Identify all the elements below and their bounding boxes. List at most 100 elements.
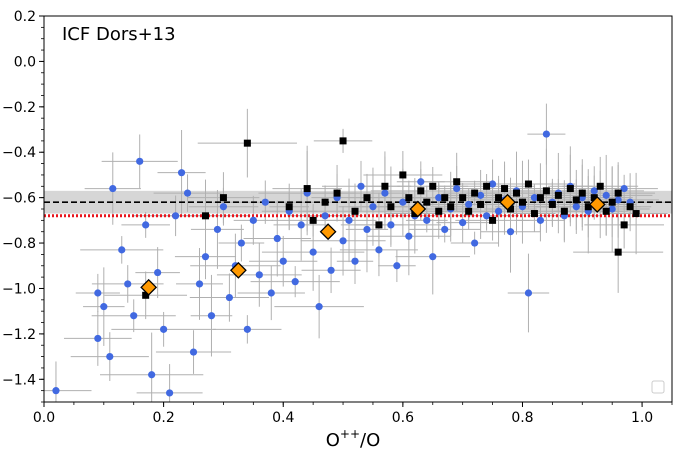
data-point	[423, 198, 431, 206]
data-point	[369, 203, 377, 211]
data-point	[177, 169, 186, 177]
data-point	[405, 232, 413, 240]
data-point	[94, 289, 102, 297]
data-point	[435, 207, 443, 215]
data-point	[620, 184, 628, 193]
data-point	[477, 191, 485, 199]
data-point	[429, 253, 437, 261]
data-point	[118, 246, 126, 254]
data-point	[171, 212, 180, 220]
chart-title: ICF Dors+13	[62, 24, 176, 45]
data-point	[590, 187, 598, 195]
data-point	[489, 216, 497, 224]
data-point	[524, 180, 532, 188]
x-tick-label: 0.6	[392, 410, 414, 426]
data-point	[237, 239, 245, 247]
data-point	[339, 237, 347, 245]
data-point	[154, 268, 162, 277]
plot-area	[44, 103, 672, 402]
y-tick-label: −1.4	[2, 372, 36, 388]
legend-box	[651, 380, 665, 394]
data-point	[130, 312, 138, 320]
data-point	[393, 262, 401, 270]
data-point	[106, 352, 114, 361]
data-point	[357, 182, 365, 190]
data-point	[471, 189, 479, 197]
x-tick-label: 0.2	[152, 410, 174, 426]
data-point	[243, 139, 251, 147]
data-point	[345, 216, 353, 224]
data-point	[488, 180, 497, 188]
data-point	[243, 325, 251, 333]
data-point	[279, 257, 287, 265]
data-point	[351, 257, 359, 265]
data-point	[423, 216, 431, 224]
data-point	[459, 194, 467, 202]
data-point	[52, 387, 60, 395]
data-point	[321, 198, 329, 206]
binned-mean-point	[409, 200, 427, 218]
y-tick-label: −0.8	[2, 236, 36, 252]
data-point	[590, 194, 598, 202]
data-point	[447, 203, 455, 211]
data-point	[572, 196, 580, 204]
y-tick-label: −0.2	[2, 100, 36, 116]
data-point	[273, 234, 281, 243]
data-point	[195, 280, 204, 288]
data-point	[584, 203, 592, 211]
data-point	[429, 182, 437, 190]
data-point	[602, 207, 610, 215]
data-point	[518, 198, 526, 206]
data-point	[495, 194, 503, 202]
data-point	[399, 171, 407, 179]
data-point	[507, 205, 515, 213]
x-tick-label: 0.4	[272, 410, 294, 426]
data-point	[441, 225, 449, 234]
data-point	[596, 182, 604, 190]
data-point	[207, 312, 216, 320]
data-point	[608, 198, 616, 206]
data-point	[566, 185, 574, 193]
data-point	[309, 248, 317, 256]
data-point	[536, 194, 544, 202]
data-point	[506, 228, 515, 236]
data-point	[225, 293, 234, 302]
data-point	[381, 182, 389, 190]
axes: 0.0 0.2 0.4 0.6 0.8 1.0 0.2 0.0 −0.2 −0.4 −0.6 −0.8…	[2, 9, 673, 426]
data-point	[578, 189, 586, 197]
data-point	[124, 280, 132, 288]
y-tick-label: −1.0	[2, 281, 36, 297]
data-point	[375, 221, 383, 229]
data-point	[542, 187, 550, 195]
data-point	[303, 185, 311, 193]
data-point	[459, 219, 467, 227]
data-point	[441, 194, 449, 202]
data-point	[572, 203, 580, 211]
y-tick-label: −1.2	[2, 327, 36, 343]
y-tick-label: 0.2	[14, 9, 36, 25]
data-point	[100, 303, 108, 311]
data-point	[249, 216, 257, 224]
data-point	[405, 194, 413, 202]
data-point	[465, 207, 473, 215]
data-point	[189, 348, 198, 356]
data-point	[417, 187, 425, 195]
data-point	[363, 225, 371, 234]
y-tick-label: −0.6	[2, 191, 36, 207]
binned-mean-point	[319, 223, 337, 241]
data-point	[632, 210, 640, 218]
data-point	[381, 189, 389, 197]
data-point	[399, 198, 407, 206]
data-point	[291, 278, 299, 286]
data-point	[524, 289, 533, 297]
data-point	[483, 182, 491, 190]
data-point	[530, 210, 538, 218]
data-point	[554, 191, 562, 199]
data-point	[321, 212, 329, 220]
data-point	[620, 221, 628, 229]
data-point	[465, 200, 473, 209]
data-point	[501, 185, 509, 193]
data-point	[387, 203, 395, 211]
data-point	[602, 191, 610, 199]
